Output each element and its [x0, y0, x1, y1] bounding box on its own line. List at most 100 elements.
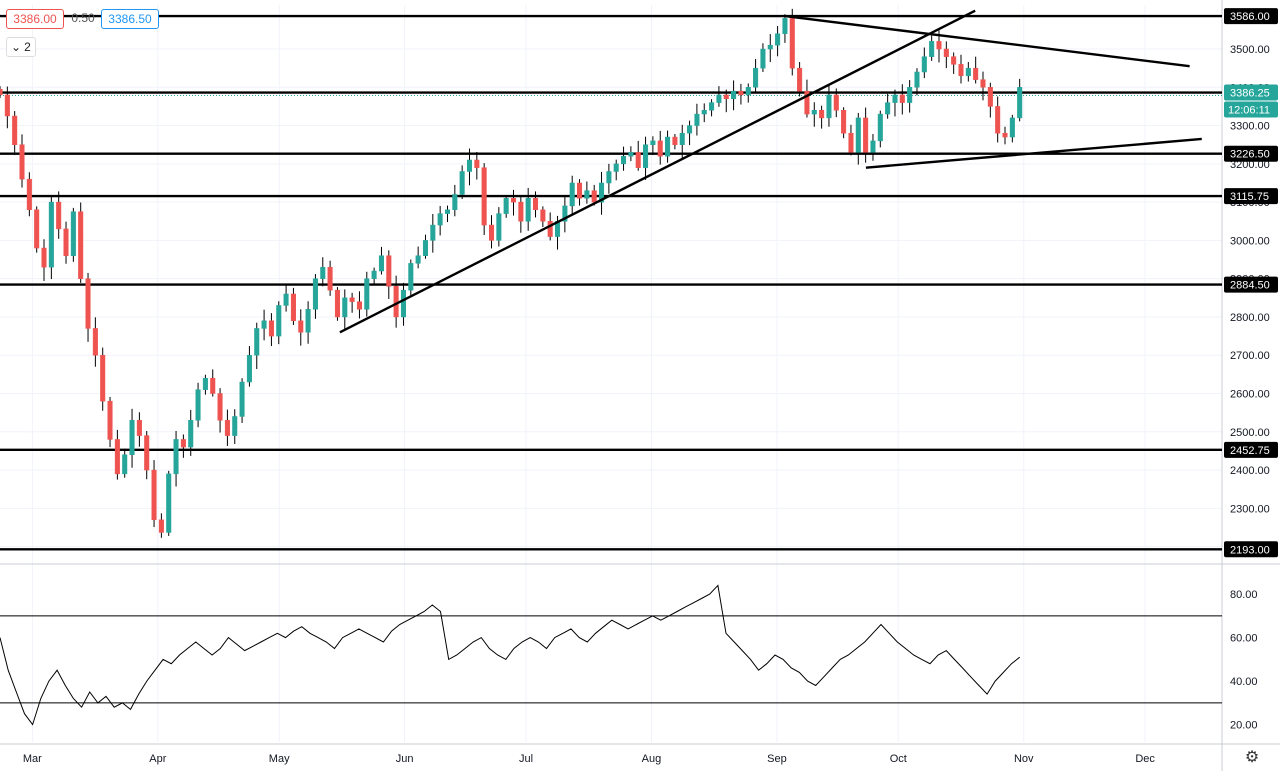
candle-up: [70, 211, 76, 256]
candle-down: [386, 255, 392, 287]
candle-up: [166, 473, 172, 533]
candle-down: [327, 266, 333, 291]
candle-up: [613, 163, 619, 172]
candle-up: [621, 155, 627, 165]
candle-down: [488, 224, 495, 241]
candle-up: [1017, 87, 1023, 119]
level-price-badge: [1224, 145, 1278, 162]
candle-up: [430, 224, 436, 241]
candle-down: [34, 209, 40, 249]
candle-down: [591, 190, 597, 203]
month-label: Jun: [396, 753, 414, 765]
candle-up: [811, 110, 817, 115]
month-label: May: [269, 753, 290, 765]
candle-up: [452, 194, 458, 211]
candle-up: [129, 420, 135, 455]
candle-up: [312, 278, 318, 310]
candle-down: [510, 198, 517, 203]
pane-toggle-button[interactable]: ⌄ 2: [6, 37, 36, 57]
candle-down: [481, 167, 487, 226]
candle-up: [444, 209, 451, 214]
candle-down: [4, 94, 10, 117]
candle-down: [657, 140, 663, 157]
price-tick-label: 3200.00: [1230, 159, 1270, 171]
candle-down: [848, 132, 854, 153]
trendline-rising-support: [339, 9, 976, 334]
month-label: Dec: [1135, 753, 1155, 765]
candle-up: [283, 293, 289, 306]
candle-down: [987, 87, 993, 107]
month-label: Jul: [519, 753, 533, 765]
oscillator-tick-label: 80.00: [1230, 589, 1258, 601]
ask-price-badge[interactable]: 3386.50: [101, 9, 159, 29]
candle-down: [672, 136, 678, 145]
candle-up: [709, 102, 715, 111]
candle-up: [628, 152, 634, 157]
bid-price-badge[interactable]: 3386.00: [6, 9, 64, 29]
candle-up: [914, 71, 920, 88]
candle-up: [246, 354, 252, 383]
candle-down: [819, 110, 825, 119]
candle-up: [753, 67, 759, 88]
candle-down: [85, 278, 91, 329]
price-tick-label: 3300.00: [1230, 121, 1270, 133]
level-price-badge: [1224, 276, 1278, 293]
level-price-text: 3586.00: [1230, 11, 1270, 23]
candle-up: [760, 48, 766, 69]
candle-down: [158, 519, 164, 533]
price-tick-label: 3500.00: [1230, 44, 1270, 56]
candle-down: [100, 354, 106, 402]
candle-up: [745, 87, 751, 96]
candle-up: [466, 159, 473, 172]
candle-up: [503, 198, 509, 214]
candle-up: [569, 182, 575, 207]
candle-down: [217, 393, 223, 421]
candle-up: [826, 94, 832, 119]
candle-up: [929, 41, 935, 57]
candle-up: [342, 297, 348, 318]
candle-up: [437, 213, 443, 226]
candle-down: [224, 420, 230, 436]
candle-down: [290, 293, 296, 322]
candle-up: [679, 132, 685, 145]
horizontal-levels: [0, 14, 1222, 551]
gear-icon[interactable]: ⚙: [1244, 749, 1260, 766]
spread-value: 0.50: [71, 11, 95, 25]
candle-up: [371, 270, 377, 279]
month-label: Mar: [23, 753, 42, 765]
candle-down: [393, 286, 399, 318]
candle-up: [378, 255, 384, 272]
level-price-text: 3226.50: [1230, 149, 1270, 161]
candle-up: [584, 190, 590, 199]
candle-down: [349, 297, 355, 302]
candle-up: [892, 94, 898, 103]
candle-up: [694, 113, 700, 126]
candle-down: [0, 88, 3, 96]
candle-down: [973, 67, 979, 80]
candle-down: [540, 209, 546, 222]
candle-down: [268, 320, 274, 337]
candle-up: [400, 289, 406, 318]
oscillator-line: [0, 584, 1021, 726]
candle-up: [173, 439, 179, 475]
level-price-text: 2884.50: [1230, 280, 1270, 292]
price-labels: 3586.00 3386.25 12:06:11 3226.50 3115.75 2884…: [1224, 8, 1278, 558]
candle-up: [1009, 117, 1015, 138]
candle-down: [474, 159, 480, 168]
candle-up: [415, 255, 421, 264]
candle-down: [92, 328, 98, 356]
candle-down: [841, 110, 847, 134]
candle-down: [144, 435, 150, 471]
candle-up: [885, 102, 891, 115]
candle-up: [276, 305, 282, 337]
trendline-lower-wedge: [865, 137, 1202, 169]
level-price-text: 2452.75: [1230, 445, 1270, 457]
candle-down: [78, 211, 84, 279]
price-tick-label: 2800.00: [1230, 312, 1270, 324]
candle-down: [635, 152, 641, 168]
price-tick-label: 2300.00: [1230, 503, 1270, 515]
candle-down: [63, 228, 69, 256]
candle-down: [356, 301, 362, 310]
candle-down: [151, 469, 157, 521]
